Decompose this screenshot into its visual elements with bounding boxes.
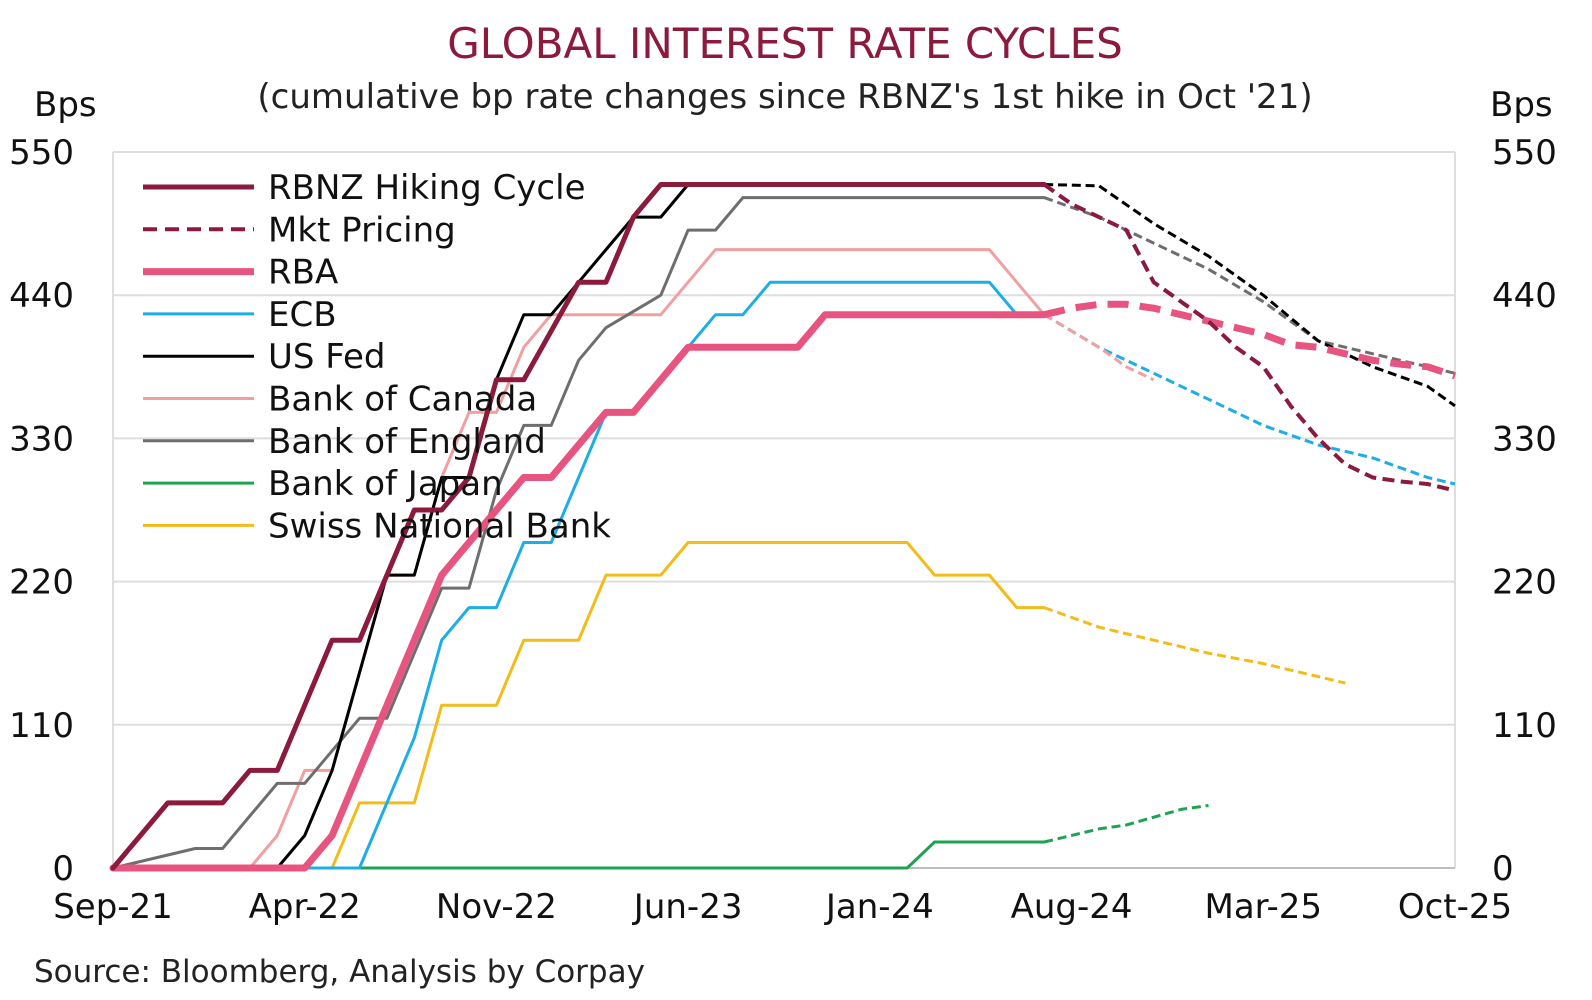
legend-label: Mkt Pricing bbox=[268, 210, 456, 250]
legend-label: Bank of Japan bbox=[268, 464, 503, 504]
legend-label: Bank of England bbox=[268, 422, 546, 462]
series-lines bbox=[109, 182, 1457, 872]
series-line-ecb-pricing bbox=[1043, 313, 1456, 486]
series-line-rbnz-hiking-cycle bbox=[110, 182, 1047, 871]
chart-title: GLOBAL INTEREST RATE CYCLES bbox=[447, 19, 1123, 68]
x-tick-label: Mar-25 bbox=[1205, 887, 1323, 927]
series-line-bank-of-canada bbox=[111, 248, 1046, 870]
series-line-bank-of-england bbox=[111, 196, 1046, 870]
series-line-bank-of-canada-pricing bbox=[1043, 313, 1155, 382]
series-line-bank-of-japan bbox=[111, 840, 1046, 870]
y-tick-right: 220 bbox=[1492, 563, 1557, 603]
y-tick-left: 550 bbox=[9, 133, 74, 173]
series-line-rba bbox=[109, 311, 1048, 872]
x-tick-label: Jan-24 bbox=[824, 887, 934, 927]
legend-label: US Fed bbox=[268, 337, 385, 377]
y-axis-label-left: Bps bbox=[34, 85, 97, 125]
x-tick-label: Nov-22 bbox=[436, 887, 557, 927]
y-tick-right: 440 bbox=[1492, 276, 1557, 316]
x-tick-label: Oct-25 bbox=[1398, 887, 1512, 927]
series-line-swiss-national-bank bbox=[111, 541, 1046, 870]
legend-label: Swiss National Bank bbox=[268, 506, 611, 546]
y-tick-right: 330 bbox=[1492, 419, 1557, 459]
x-tick-label: Sep-21 bbox=[53, 887, 173, 927]
y-tick-right: 0 bbox=[1492, 849, 1514, 889]
y-tick-left: 440 bbox=[9, 276, 74, 316]
y-tick-left: 220 bbox=[9, 563, 74, 603]
y-tick-right: 550 bbox=[1492, 133, 1557, 173]
series-line-us-fed-pricing bbox=[1044, 183, 1456, 408]
y-tick-right: 110 bbox=[1492, 706, 1557, 746]
y-axis-label-right: Bps bbox=[1490, 85, 1553, 125]
legend-label: RBA bbox=[268, 253, 338, 293]
legend-label: ECB bbox=[268, 295, 337, 335]
series-line-ecb bbox=[111, 280, 1046, 870]
series-line-swiss-national-bank-pricing bbox=[1043, 606, 1346, 685]
legend-label: RBNZ Hiking Cycle bbox=[268, 168, 586, 208]
x-tick-label: Aug-24 bbox=[1011, 887, 1133, 927]
y-tick-left: 110 bbox=[9, 706, 74, 746]
legend-label: Bank of Canada bbox=[268, 380, 537, 420]
x-tick-label: Apr-22 bbox=[249, 887, 361, 927]
x-tick-label: Jun-23 bbox=[632, 887, 743, 927]
y-tick-labels: 0 0 110 110 220 220 330 330 440 440 550 550 bbox=[9, 133, 1557, 889]
series-line-rba-pricing bbox=[1043, 300, 1457, 380]
chart-subtitle: (cumulative bp rate changes since RBNZ's… bbox=[257, 77, 1312, 117]
y-tick-left: 0 bbox=[52, 849, 74, 889]
source-note: Source: Bloomberg, Analysis by Corpay bbox=[34, 954, 645, 990]
x-tick-labels: Sep-21 Apr-22 Nov-22 Jun-23 Jan-24 Aug-24 Mar-… bbox=[53, 887, 1512, 927]
y-tick-left: 330 bbox=[9, 419, 74, 459]
series-line-bank-of-japan-pricing bbox=[1043, 804, 1209, 844]
series-line-mkt-pricing bbox=[1043, 182, 1456, 493]
